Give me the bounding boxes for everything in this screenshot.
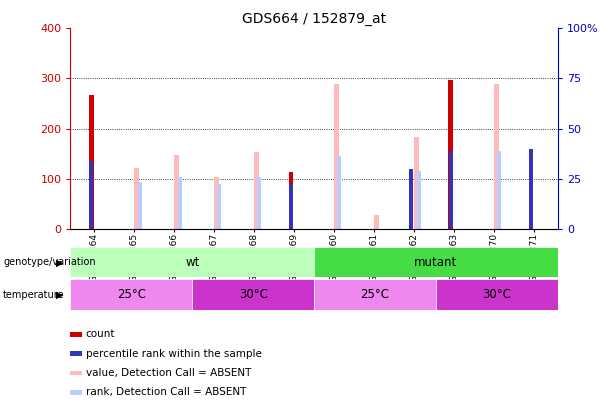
- Text: percentile rank within the sample: percentile rank within the sample: [86, 349, 262, 358]
- Bar: [289, 184, 293, 229]
- Bar: [374, 215, 379, 229]
- Bar: [214, 177, 219, 229]
- Bar: [528, 149, 533, 229]
- Bar: [449, 151, 453, 229]
- Bar: [414, 137, 419, 229]
- Bar: [289, 172, 294, 229]
- Bar: [448, 80, 453, 229]
- Text: 25°C: 25°C: [117, 288, 146, 301]
- Bar: [89, 161, 93, 229]
- Text: ▶: ▶: [56, 258, 64, 267]
- Text: value, Detection Call = ABSENT: value, Detection Call = ABSENT: [86, 368, 251, 378]
- Bar: [257, 177, 261, 229]
- Text: mutant: mutant: [414, 256, 458, 269]
- Bar: [70, 247, 314, 277]
- Text: count: count: [86, 329, 115, 339]
- Bar: [497, 151, 501, 229]
- Bar: [409, 168, 413, 229]
- Bar: [178, 177, 181, 229]
- Bar: [70, 279, 192, 310]
- Bar: [218, 184, 221, 229]
- Bar: [134, 168, 139, 229]
- Bar: [337, 156, 341, 229]
- Bar: [314, 247, 558, 277]
- Bar: [192, 279, 314, 310]
- Bar: [417, 171, 421, 229]
- Bar: [254, 152, 259, 229]
- Bar: [334, 85, 339, 229]
- Text: 30°C: 30°C: [239, 288, 268, 301]
- Bar: [137, 182, 142, 229]
- Text: genotype/variation: genotype/variation: [3, 258, 96, 267]
- Text: temperature: temperature: [3, 290, 64, 300]
- Title: GDS664 / 152879_at: GDS664 / 152879_at: [242, 12, 386, 26]
- Text: rank, Detection Call = ABSENT: rank, Detection Call = ABSENT: [86, 388, 246, 397]
- Text: ▶: ▶: [56, 290, 64, 300]
- Bar: [174, 155, 180, 229]
- Bar: [314, 279, 436, 310]
- Bar: [493, 85, 499, 229]
- Text: wt: wt: [185, 256, 199, 269]
- Text: 25°C: 25°C: [360, 288, 390, 301]
- Text: 30°C: 30°C: [482, 288, 511, 301]
- Bar: [436, 279, 558, 310]
- Bar: [89, 94, 94, 229]
